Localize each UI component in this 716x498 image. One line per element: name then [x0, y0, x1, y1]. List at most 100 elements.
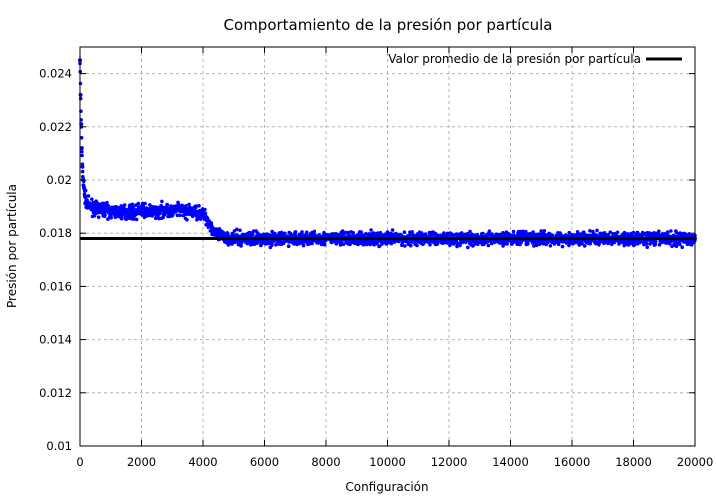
data-point — [455, 241, 460, 245]
data-point — [389, 241, 394, 246]
data-point — [653, 240, 658, 244]
data-point — [165, 203, 170, 207]
data-point — [312, 229, 317, 234]
data-point — [176, 207, 181, 212]
data-point — [145, 209, 150, 214]
data-point — [494, 232, 499, 236]
data-point — [608, 230, 613, 234]
data-point — [81, 185, 86, 190]
data-point — [161, 215, 165, 220]
data-point — [657, 229, 661, 234]
data-point — [632, 243, 637, 247]
data-point — [680, 245, 684, 249]
data-point — [415, 243, 419, 248]
data-point — [526, 242, 530, 246]
y-tick-label: 0.018 — [39, 226, 72, 240]
data-point — [339, 239, 344, 244]
data-point — [409, 243, 413, 248]
y-axis-ticks: 0.01 0.012 0.014 0.016 0.018 0.02 0.022 0.024 — [39, 67, 695, 453]
data-point — [80, 149, 84, 154]
data-point — [615, 230, 620, 235]
data-point — [90, 197, 94, 201]
data-point — [359, 230, 363, 234]
data-point — [486, 243, 491, 248]
data-point — [351, 231, 356, 235]
data-point — [588, 229, 592, 233]
data-point — [390, 228, 395, 232]
data-point — [92, 213, 97, 218]
data-point — [122, 203, 127, 207]
data-point — [194, 209, 199, 214]
data-point — [653, 242, 657, 247]
data-point — [665, 230, 670, 234]
data-point — [258, 233, 262, 237]
data-point — [80, 164, 85, 169]
data-point — [96, 207, 101, 212]
grid — [80, 47, 695, 447]
data-point — [542, 229, 547, 233]
data-point — [87, 204, 92, 209]
data-point — [567, 230, 572, 235]
data-point — [143, 201, 147, 206]
data-point — [402, 230, 407, 234]
data-point — [343, 230, 348, 235]
data-point — [114, 209, 119, 214]
data-point — [158, 211, 162, 215]
data-point — [124, 209, 129, 214]
data-point — [201, 212, 205, 217]
data-point — [213, 231, 218, 236]
data-point — [216, 233, 221, 238]
data-point — [194, 204, 198, 208]
data-point — [446, 233, 450, 238]
data-point — [270, 243, 274, 247]
data-point — [103, 213, 107, 217]
x-axis-label: Configuración — [345, 480, 428, 494]
data-point — [130, 202, 135, 207]
data-point — [286, 244, 291, 248]
x-tick-label: 20000 — [677, 455, 714, 469]
x-tick-label: 16000 — [554, 455, 591, 469]
data-point — [622, 243, 626, 248]
data-point — [410, 230, 415, 234]
data-point — [93, 207, 98, 212]
data-point — [82, 193, 87, 198]
data-point — [548, 244, 553, 248]
data-point — [560, 244, 565, 249]
x-tick-label: 6000 — [250, 455, 279, 469]
data-point — [185, 218, 189, 222]
data-point — [524, 229, 528, 234]
data-point — [341, 242, 346, 247]
data-point — [670, 244, 674, 248]
data-point — [463, 240, 468, 245]
data-point — [577, 243, 582, 247]
data-point — [235, 227, 239, 232]
data-point — [580, 241, 584, 246]
x-tick-label: 18000 — [615, 455, 652, 469]
data-point — [86, 194, 91, 198]
data-point — [293, 230, 298, 234]
data-point — [582, 244, 587, 248]
y-tick-label: 0.014 — [39, 333, 72, 347]
data-point — [136, 201, 141, 206]
x-axis-ticks: 0 2000 4000 6000 8000 10000 12000 14000 16000 180… — [76, 47, 713, 469]
data-point — [511, 229, 516, 234]
data-point — [519, 240, 524, 244]
data-point — [481, 231, 485, 236]
y-tick-label: 0.012 — [39, 386, 72, 400]
data-point — [666, 233, 670, 237]
data-point — [102, 201, 106, 206]
data-point — [255, 231, 260, 235]
data-point — [154, 209, 159, 214]
data-point — [521, 229, 525, 234]
data-point — [96, 215, 101, 220]
data-point — [78, 96, 83, 101]
data-point — [197, 204, 201, 208]
data-point — [595, 228, 599, 233]
data-point — [645, 245, 649, 249]
data-point — [160, 199, 164, 204]
data-point — [230, 242, 234, 246]
data-point — [669, 229, 673, 233]
x-tick-label: 2000 — [127, 455, 156, 469]
data-point — [631, 230, 636, 235]
data-point — [458, 243, 462, 248]
